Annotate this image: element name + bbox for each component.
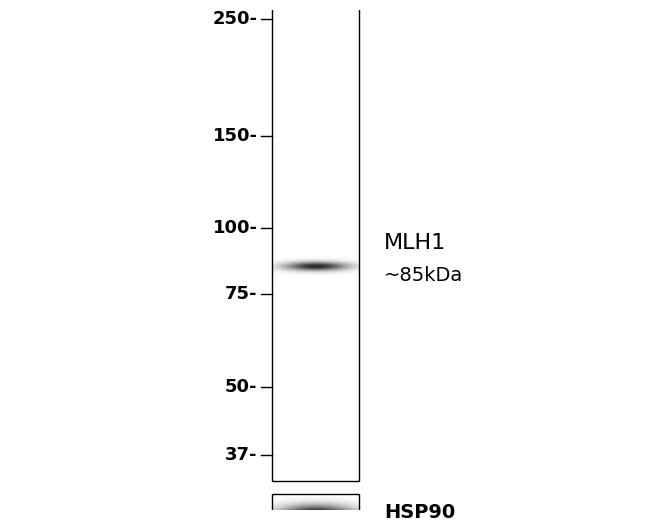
Text: 50-: 50- — [225, 378, 257, 396]
Text: MLH1: MLH1 — [384, 233, 447, 253]
Text: 75-: 75- — [225, 285, 257, 303]
Bar — [272, 6, 359, 482]
Text: 250-: 250- — [213, 10, 257, 29]
Text: 37-: 37- — [225, 446, 257, 464]
Text: 100-: 100- — [213, 219, 257, 238]
Text: 150-: 150- — [213, 127, 257, 145]
Text: ~85kDa: ~85kDa — [384, 266, 463, 285]
Bar — [272, 494, 359, 520]
Text: HSP90: HSP90 — [384, 503, 456, 520]
